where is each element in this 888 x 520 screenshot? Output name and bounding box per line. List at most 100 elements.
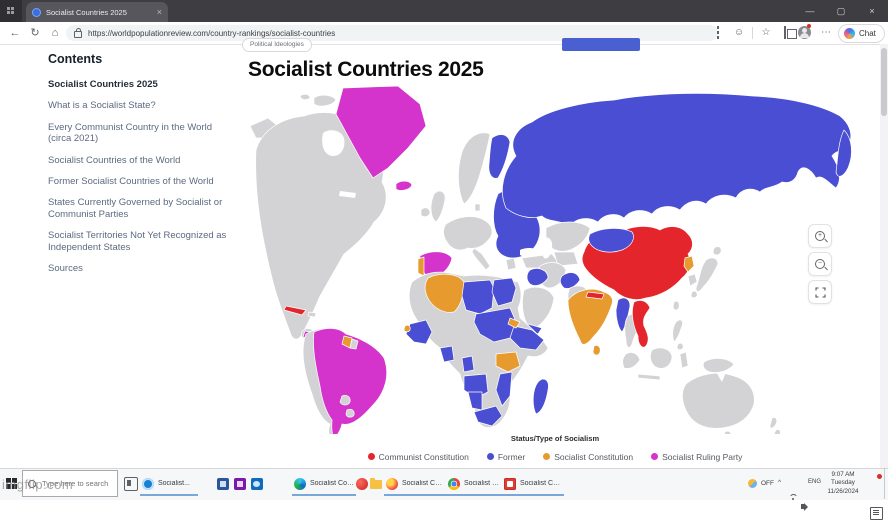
toc-item-former-socialist-countries[interactable]: Former Socialist Countries of the World <box>48 175 214 187</box>
region-uk[interactable] <box>430 190 446 223</box>
refresh-icon[interactable]: ↻ <box>30 27 40 39</box>
map-zoom-out-button[interactable]: − <box>808 252 832 276</box>
region-borneo[interactable] <box>650 347 673 369</box>
category-badge[interactable]: Political Ideologies <box>242 38 312 52</box>
taskbar-window-1[interactable]: Socialist... <box>138 470 200 497</box>
page-top-blue-banner[interactable] <box>562 38 640 51</box>
show-desktop-button[interactable] <box>884 468 885 499</box>
tray-weather-widget[interactable]: OFF <box>744 470 778 497</box>
region-australia[interactable] <box>682 372 755 429</box>
region-cuba[interactable] <box>283 305 307 316</box>
taskbar-search[interactable] <box>22 470 118 497</box>
maximize-button[interactable]: ▢ <box>836 5 846 16</box>
more-menu-icon[interactable]: ⋯ <box>821 27 831 38</box>
tab-actions-icon[interactable] <box>0 0 22 22</box>
taskbar-window-4[interactable]: Socialist Countries <box>444 470 504 497</box>
region-kamchatka[interactable] <box>835 129 852 177</box>
taskbar-window-3[interactable]: Socialist Countries 2... <box>382 470 448 497</box>
region-paraguay[interactable] <box>339 395 351 406</box>
back-icon[interactable]: ← <box>9 27 21 39</box>
region-guinea-bissau[interactable] <box>403 324 411 333</box>
speaker-icon[interactable] <box>801 502 808 511</box>
region-mongolia[interactable] <box>588 228 634 253</box>
region-denmark[interactable] <box>474 203 481 212</box>
copilot-chat-button[interactable]: Chat <box>838 24 885 43</box>
region-ethiopia-somalia[interactable] <box>509 325 545 351</box>
region-scandinavia[interactable] <box>458 132 491 205</box>
region-uruguay[interactable] <box>345 408 355 418</box>
region-west-africa[interactable] <box>405 319 433 345</box>
toc-item-what-is-a-socialist-state[interactable]: What is a Socialist State? <box>48 100 156 112</box>
browser-tab[interactable]: Socialist Countries 2025 × <box>26 2 168 22</box>
region-hispaniola[interactable] <box>307 311 317 318</box>
region-finland[interactable] <box>488 134 511 179</box>
region-india[interactable] <box>567 288 613 345</box>
language-indicator[interactable]: ENG <box>808 479 822 485</box>
task-view-icon[interactable] <box>124 477 138 491</box>
region-philippines[interactable] <box>672 319 684 351</box>
region-eritrea[interactable] <box>507 317 521 329</box>
region-ireland[interactable] <box>420 207 431 218</box>
region-algeria[interactable] <box>424 273 465 313</box>
taskbar-window-2[interactable]: Socialist Countr... <box>290 470 358 497</box>
toc-item-socialist-countries-of-the-world[interactable]: Socialist Countries of the World <box>48 154 181 166</box>
taskbar-pinned-word[interactable] <box>213 470 233 497</box>
region-taiwan[interactable] <box>672 300 680 311</box>
region-laos-vietnam[interactable] <box>632 300 651 348</box>
feedback-icon[interactable]: ☺ <box>733 27 745 38</box>
region-south-africa[interactable] <box>473 405 503 427</box>
region-sulawesi[interactable] <box>679 351 689 369</box>
taskbar-window-5[interactable]: Socialist Countries 20... <box>500 470 566 497</box>
region-south-america-main[interactable] <box>313 328 387 437</box>
region-suriname[interactable] <box>349 338 359 350</box>
notification-center-icon[interactable] <box>870 507 883 520</box>
region-sumatra[interactable] <box>622 352 641 369</box>
region-namibia[interactable] <box>467 391 483 411</box>
toc-item-every-communist-country[interactable]: Every Communist Country in the World (ci… <box>48 121 213 145</box>
region-chad-sudan[interactable] <box>473 307 517 343</box>
region-nepal[interactable] <box>585 291 605 300</box>
region-congo[interactable] <box>461 355 475 373</box>
minimize-button[interactable]: — <box>805 6 815 16</box>
region-italy[interactable] <box>471 247 491 271</box>
taskbar-pinned-red-app[interactable] <box>352 470 372 497</box>
map-zoom-in-button[interactable]: + <box>808 224 832 248</box>
tray-clock[interactable]: 9:07 AM Tuesday 11/26/2024 <box>820 471 866 496</box>
region-south-korea[interactable] <box>687 273 698 287</box>
network-icon[interactable] <box>789 493 798 502</box>
region-portugal[interactable] <box>417 256 425 277</box>
region-sri-lanka[interactable] <box>592 345 601 356</box>
region-new-guinea[interactable] <box>702 358 735 373</box>
toc-item-socialist-countries-2025[interactable]: Socialist Countries 2025 <box>48 79 158 90</box>
region-ghana-benin[interactable] <box>439 345 455 363</box>
taskbar-pinned-onenote[interactable] <box>230 470 250 497</box>
region-japan[interactable] <box>690 246 722 299</box>
region-russia[interactable] <box>502 93 852 227</box>
region-north-korea[interactable] <box>683 255 695 273</box>
region-java[interactable] <box>637 373 661 381</box>
region-arabia[interactable] <box>522 286 555 331</box>
collections-icon[interactable] <box>777 25 793 41</box>
favorites-star-icon[interactable]: ☆ <box>761 27 771 38</box>
tray-hidden-icons-chevron[interactable]: ^ <box>778 479 782 486</box>
region-iceland[interactable] <box>395 180 413 191</box>
region-west-europe[interactable] <box>443 216 493 251</box>
region-mozambique[interactable] <box>495 371 513 407</box>
search-input[interactable] <box>40 478 114 489</box>
page-scrollbar[interactable] <box>880 44 888 468</box>
region-madagascar[interactable] <box>532 378 549 415</box>
region-kazakhstan[interactable] <box>545 221 591 252</box>
profile-avatar[interactable] <box>798 26 811 39</box>
region-new-zealand[interactable] <box>769 417 781 439</box>
region-greenland[interactable] <box>335 85 427 179</box>
map-fullscreen-button[interactable] <box>808 280 832 304</box>
region-central-asia[interactable] <box>553 251 579 267</box>
taskbar-pinned-outlook[interactable] <box>247 470 267 497</box>
toc-item-socialist-territories[interactable]: Socialist Territories Not Yet Recognized… <box>48 230 227 253</box>
scrollbar-thumb[interactable] <box>881 48 887 116</box>
region-iraq-syria[interactable] <box>526 268 549 286</box>
region-tanzania[interactable] <box>495 351 521 373</box>
tab-close-icon[interactable]: × <box>156 6 162 17</box>
taskbar-pinned-explorer[interactable] <box>366 470 386 497</box>
home-icon[interactable]: ⌂ <box>51 27 59 39</box>
